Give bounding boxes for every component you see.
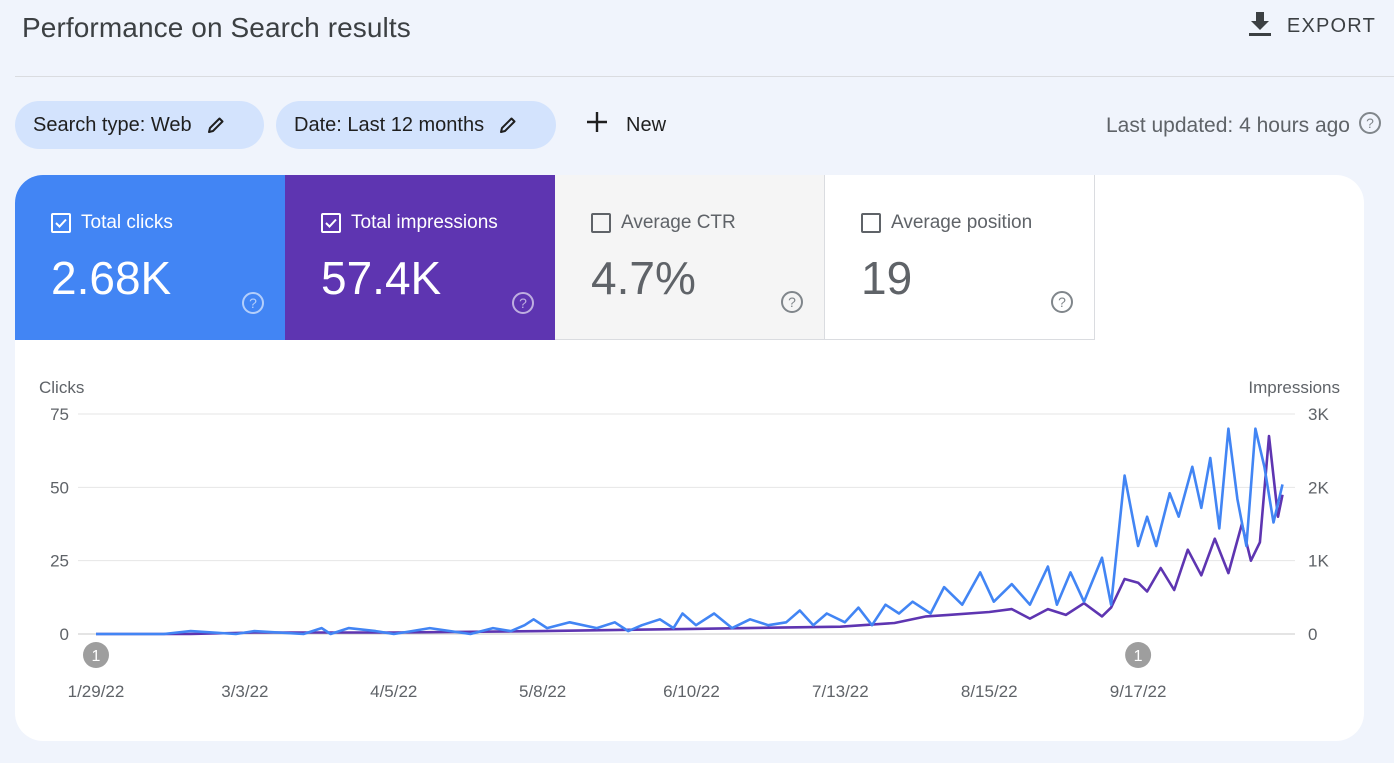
metric-total-impressions[interactable]: Total impressions 57.4K ?: [285, 175, 555, 340]
help-icon[interactable]: ?: [241, 291, 265, 320]
x-tick-label: 5/8/22: [519, 682, 566, 701]
date-filter-chip[interactable]: Date: Last 12 months: [276, 101, 556, 149]
y-right-axis-label: Impressions: [1248, 378, 1340, 397]
x-tick-label: 1/29/22: [68, 682, 125, 701]
metric-value: 57.4K: [321, 252, 442, 304]
svg-text:?: ?: [249, 295, 257, 311]
checkbox-unchecked-icon[interactable]: [591, 213, 611, 233]
x-tick-label: 4/5/22: [370, 682, 417, 701]
y-left-tick-label: 0: [60, 625, 69, 644]
x-tick-label: 8/15/22: [961, 682, 1018, 701]
performance-line-chart[interactable]: 75 3K 50 2K 25 1K 0 0 Clicks Impressions 1/29/22 3/…: [15, 175, 1364, 741]
x-tick-label: 3/3/22: [221, 682, 268, 701]
checkbox-unchecked-icon[interactable]: [861, 213, 881, 233]
plus-icon: [584, 109, 610, 141]
metric-average-ctr[interactable]: Average CTR 4.7% ?: [555, 175, 825, 340]
y-left-tick-label: 25: [50, 552, 69, 571]
new-filter-label: New: [626, 113, 667, 136]
export-label: EXPORT: [1286, 15, 1376, 37]
y-left-axis-label: Clicks: [39, 378, 84, 397]
help-icon[interactable]: ?: [1358, 111, 1382, 141]
help-icon[interactable]: ?: [1050, 290, 1074, 319]
page-title: Performance on Search results: [22, 12, 411, 43]
help-icon[interactable]: ?: [780, 290, 804, 319]
metric-label: Total impressions: [351, 212, 498, 233]
y-left-tick-label: 75: [50, 405, 69, 424]
checkbox-checked-icon[interactable]: [321, 213, 341, 233]
annotation-marker: [1125, 642, 1152, 668]
y-right-tick-label: 1K: [1308, 552, 1329, 571]
metric-total-clicks[interactable]: Total clicks 2.68K ?: [15, 175, 285, 340]
y-left-tick-label: 50: [50, 478, 69, 497]
metric-average-position[interactable]: Average position 19 ?: [825, 175, 1095, 340]
svg-text:?: ?: [1058, 294, 1066, 310]
svg-text:?: ?: [519, 295, 527, 311]
edit-pencil-icon: [206, 115, 226, 135]
annotation-marker: [83, 642, 109, 668]
metric-value: 19: [861, 252, 913, 304]
search-type-chip-label: Search type: Web: [33, 113, 192, 136]
metric-value: 4.7%: [591, 252, 696, 304]
metric-label: Average CTR: [621, 212, 736, 233]
edit-pencil-icon: [498, 115, 518, 135]
y-right-tick-label: 2K: [1308, 478, 1329, 497]
help-icon[interactable]: ?: [511, 291, 535, 320]
export-button[interactable]: EXPORT: [1247, 10, 1376, 43]
new-filter-button[interactable]: New: [584, 101, 666, 149]
metric-value: 2.68K: [51, 252, 172, 304]
series-line-total-clicks: [96, 427, 1284, 636]
x-tick-label: 7/13/22: [812, 682, 869, 701]
header-divider: [15, 76, 1394, 77]
performance-card: Total clicks 2.68K ? Total impressions 5…: [15, 175, 1364, 741]
metric-label: Average position: [891, 212, 1033, 233]
series-line-total-impressions: [96, 434, 1284, 636]
svg-text:?: ?: [788, 294, 796, 310]
metric-label: Total clicks: [81, 212, 173, 233]
last-updated-text: Last updated: 4 hours ago: [1105, 114, 1350, 137]
date-chip-label: Date: Last 12 months: [294, 113, 485, 136]
checkbox-checked-icon[interactable]: [51, 213, 71, 233]
annotation-marker-label: 1: [1134, 648, 1143, 665]
annotation-marker-label: 1: [92, 648, 101, 665]
x-tick-label: 9/17/22: [1110, 682, 1167, 701]
y-right-tick-label: 0: [1308, 625, 1317, 644]
search-type-filter-chip[interactable]: Search type: Web: [15, 101, 264, 149]
download-icon: [1247, 10, 1273, 43]
last-updated: Last updated: 4 hours ago ?: [1106, 111, 1382, 141]
svg-text:?: ?: [1366, 115, 1374, 131]
y-right-tick-label: 3K: [1308, 405, 1329, 424]
x-tick-label: 6/10/22: [663, 682, 720, 701]
